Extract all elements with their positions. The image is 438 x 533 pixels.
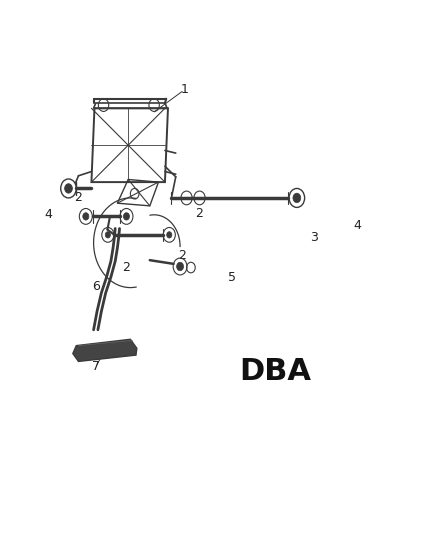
Text: 2: 2 xyxy=(74,191,82,205)
Circle shape xyxy=(105,232,110,238)
Polygon shape xyxy=(73,340,137,361)
Circle shape xyxy=(293,193,301,203)
Circle shape xyxy=(167,232,172,238)
Text: 2: 2 xyxy=(122,261,130,274)
Text: DBA: DBA xyxy=(239,358,311,386)
Circle shape xyxy=(83,213,89,220)
Text: 4: 4 xyxy=(44,208,52,221)
Text: 5: 5 xyxy=(228,271,236,284)
Circle shape xyxy=(177,262,184,271)
Circle shape xyxy=(124,213,130,220)
Text: 6: 6 xyxy=(92,280,100,293)
Circle shape xyxy=(65,184,72,193)
Text: 4: 4 xyxy=(353,219,361,232)
Text: 3: 3 xyxy=(310,231,318,244)
Text: 2: 2 xyxy=(196,207,204,220)
Text: 2: 2 xyxy=(178,249,186,262)
Text: 7: 7 xyxy=(92,360,100,373)
Text: 1: 1 xyxy=(180,83,188,96)
